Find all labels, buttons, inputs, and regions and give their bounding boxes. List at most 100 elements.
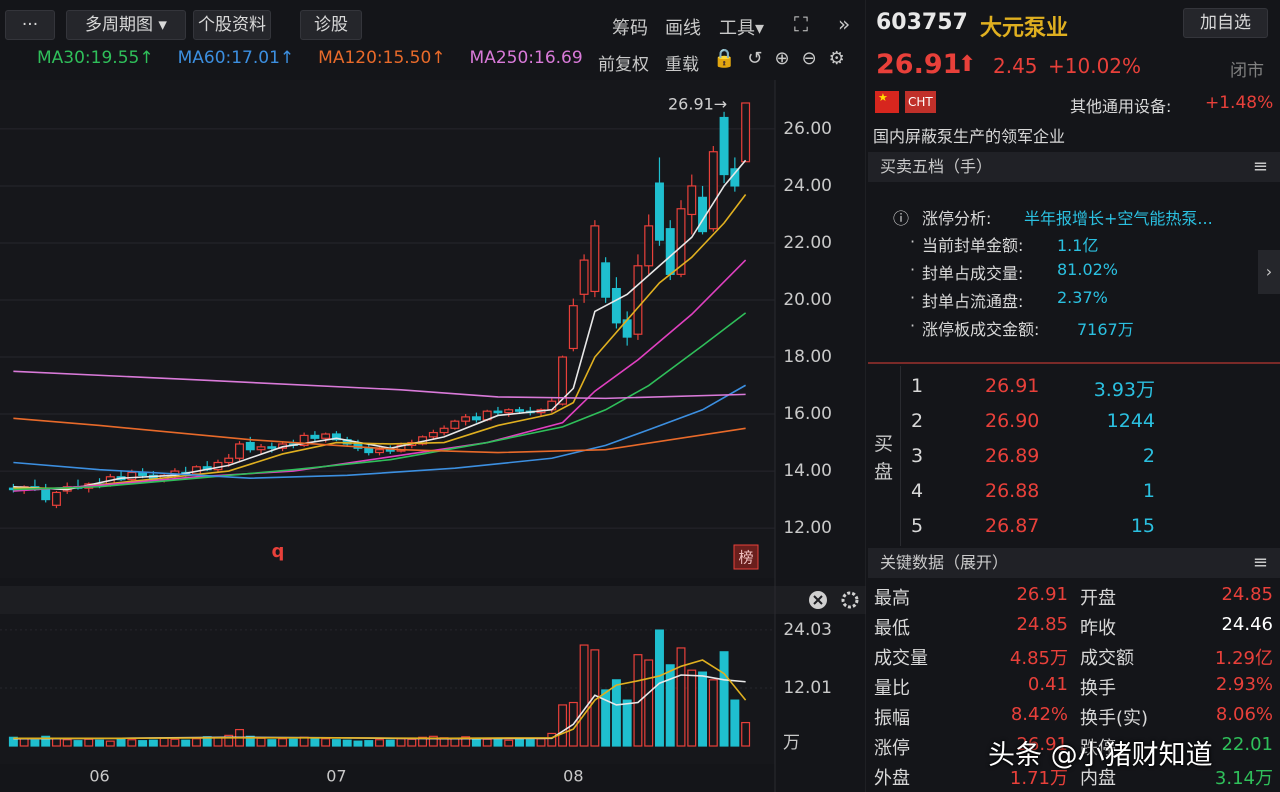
candle-body bbox=[331, 433, 341, 441]
adjust-option[interactable]: 前复权 bbox=[598, 55, 649, 75]
up-arrow: ⬆ bbox=[958, 52, 977, 77]
section-title[interactable]: 关键数据（展开） bbox=[880, 553, 1009, 572]
volume-bar bbox=[644, 659, 654, 747]
candle-body bbox=[590, 225, 600, 293]
change: 2.45 bbox=[993, 54, 1038, 78]
y-tick-label: 14.00 bbox=[783, 461, 832, 481]
candle-body bbox=[515, 409, 524, 412]
volume-bar bbox=[62, 739, 72, 747]
candle-body bbox=[245, 441, 255, 451]
rank-box bbox=[733, 544, 759, 570]
volume-bar bbox=[224, 734, 234, 747]
volume-bar bbox=[687, 669, 697, 747]
volume-bar bbox=[579, 644, 589, 747]
volume-bar bbox=[385, 739, 395, 747]
volume-bar bbox=[493, 739, 503, 747]
y-tick-label: 26.00 bbox=[783, 119, 832, 139]
analysis-text[interactable]: 半年报增长+空气能热泵... bbox=[1024, 209, 1213, 228]
candle-body bbox=[665, 228, 675, 275]
key-value: 8.42% bbox=[1010, 704, 1068, 725]
ma-line bbox=[13, 159, 747, 491]
volume-bar bbox=[375, 739, 384, 747]
info-icon: ⓘ bbox=[893, 209, 910, 228]
menu-icon[interactable]: ≡ bbox=[1252, 552, 1268, 573]
menu-icon[interactable]: ≡ bbox=[1252, 156, 1268, 177]
stock-name: 大元泵业 bbox=[980, 16, 1069, 41]
legend-entry: MA250:16.69 bbox=[469, 48, 583, 68]
candle-body bbox=[601, 262, 611, 298]
key-label: 内盘 bbox=[1080, 768, 1116, 789]
legend-entry: MA60:17.01↑ bbox=[177, 48, 295, 68]
volume-bar bbox=[310, 737, 320, 747]
volume-bar bbox=[665, 664, 675, 747]
stock-code: 603757 bbox=[876, 10, 968, 35]
analysis-value: 1.1亿 bbox=[1057, 236, 1099, 255]
fullscreen-icon[interactable]: ⛶ bbox=[794, 12, 808, 36]
key-value: 2.93% bbox=[1215, 674, 1273, 695]
chart-icons[interactable]: 🔒↺⊕⊖⚙ bbox=[713, 48, 857, 69]
candle-body bbox=[461, 416, 471, 422]
more-button[interactable]: ··· bbox=[5, 10, 55, 40]
volume-bar bbox=[84, 738, 94, 747]
key-label: 涨停 bbox=[874, 738, 910, 759]
volume-bar bbox=[267, 739, 277, 747]
candle-body bbox=[428, 431, 438, 438]
bid-volume: 15 bbox=[1130, 515, 1155, 537]
candle-body bbox=[611, 287, 621, 324]
analysis-label: 当前封单金额: bbox=[922, 236, 1024, 255]
y-tick-label: 24.00 bbox=[783, 176, 832, 196]
chips-tool[interactable]: 筹码 bbox=[612, 18, 648, 39]
bid-price: 26.87 bbox=[985, 515, 1040, 537]
rank-mark: 榜 bbox=[738, 549, 753, 567]
analysis-value: 2.37% bbox=[1057, 288, 1108, 307]
collapse-icon[interactable]: » bbox=[838, 12, 851, 36]
volume-bar bbox=[461, 736, 471, 747]
bid-price: 26.89 bbox=[985, 445, 1040, 467]
bullet: · bbox=[910, 232, 916, 251]
bid-volume: 3.93万 bbox=[1093, 379, 1155, 401]
bullet: · bbox=[910, 288, 916, 307]
diagnose-button[interactable]: 诊股 bbox=[300, 10, 362, 40]
y-tick-label: 22.00 bbox=[783, 233, 832, 253]
volume-bar bbox=[256, 737, 266, 747]
industry-change: +1.48% bbox=[1205, 93, 1274, 113]
draw-tool[interactable]: 画线 bbox=[665, 18, 701, 39]
volume-bar bbox=[396, 738, 406, 747]
bid-level: 3 bbox=[911, 445, 924, 467]
flag: ★ bbox=[875, 91, 899, 113]
candle-body bbox=[41, 489, 51, 501]
volume-bar bbox=[364, 740, 374, 747]
profile-button[interactable]: 个股资料 bbox=[193, 10, 271, 40]
volume-bar bbox=[127, 739, 137, 747]
key-value: 0.41 bbox=[1027, 674, 1068, 695]
candle-body bbox=[321, 433, 331, 439]
volume-bar bbox=[331, 739, 341, 747]
candle-body bbox=[579, 259, 589, 295]
volume-bar bbox=[19, 738, 29, 747]
settings-icon[interactable] bbox=[841, 591, 859, 609]
volume-bar bbox=[8, 736, 18, 747]
volume-bar bbox=[30, 739, 40, 747]
volume-bar bbox=[622, 699, 632, 747]
volume-bar bbox=[159, 737, 169, 747]
key-value: 1.71万 bbox=[1009, 768, 1068, 789]
bid-level: 1 bbox=[911, 375, 924, 397]
tools-menu[interactable]: 工具▾ bbox=[719, 18, 765, 39]
order-book-header: 买卖五档（手） ≡ bbox=[868, 152, 1280, 182]
legend-entry: MA120:15.50↑ bbox=[318, 48, 446, 68]
volume-bar bbox=[741, 721, 751, 747]
reload-option[interactable]: 重载 bbox=[665, 55, 699, 75]
description: 国内屏蔽泵生产的领军企业 bbox=[873, 127, 1066, 146]
volume-bar bbox=[105, 740, 115, 747]
key-value: 1.29亿 bbox=[1214, 648, 1273, 669]
candle-body bbox=[450, 420, 460, 429]
expand-arrow[interactable]: › bbox=[1258, 250, 1280, 294]
y-tick-label: 20.00 bbox=[783, 290, 832, 310]
period-button[interactable]: 多周期图 ▾ bbox=[66, 10, 186, 40]
candle-body bbox=[568, 305, 578, 350]
volume-bar bbox=[41, 735, 51, 747]
key-value: 24.85 bbox=[1221, 584, 1273, 605]
watch-button[interactable]: 加自选 bbox=[1183, 8, 1268, 38]
volume-bar bbox=[342, 739, 352, 747]
